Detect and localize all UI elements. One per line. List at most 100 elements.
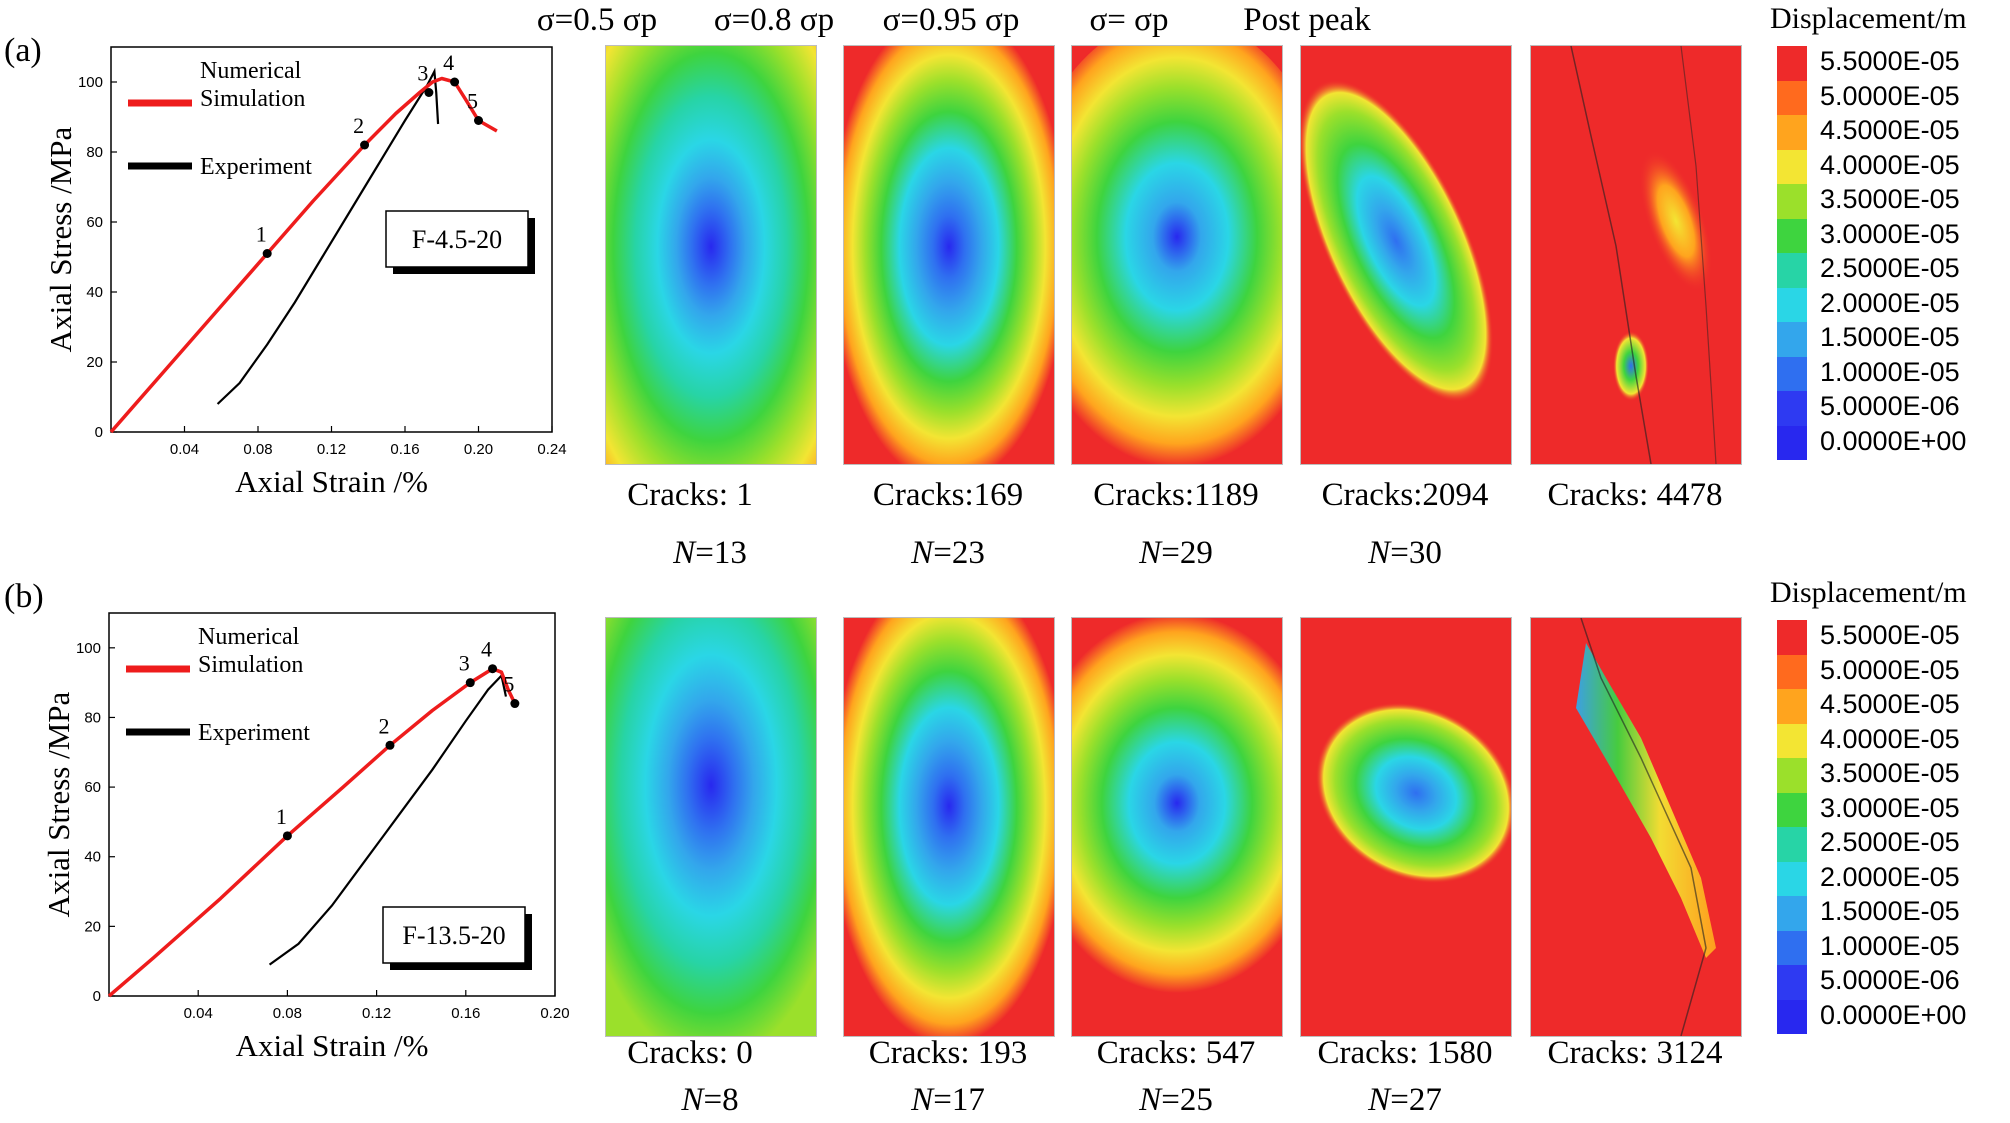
crack-count: Cracks: 3124 (1547, 1035, 1723, 1071)
x-axis-label: Axial Strain /% (235, 464, 428, 499)
stage-point (450, 77, 460, 87)
panel-tag: (a) (4, 32, 42, 69)
legend-swatch (1777, 861, 1807, 896)
legend-swatch (1777, 322, 1807, 357)
legend-swatch (1777, 149, 1807, 184)
experiment-series-line (268, 673, 508, 966)
specimen-box (385, 210, 529, 268)
legend-swatch (1777, 218, 1807, 253)
legend-swatch (1777, 184, 1807, 219)
y-tick-label: 0 (93, 988, 101, 1005)
crack-count: Cracks: 4478 (1547, 477, 1723, 513)
crack-count: Cracks: 0 (627, 1035, 753, 1071)
figure-row-a: (a) 0.04 0.08 0.12 0.16 0.20 0.24 0 20 40 60 80 100… (4, 2, 2010, 571)
legend-swatch (1777, 896, 1807, 931)
y-tick-label: 0 (95, 424, 103, 441)
y-tick-label: 20 (86, 354, 103, 371)
legend-label: 4.5000E-05 (1820, 115, 1960, 145)
displacement-snapshot (1530, 617, 1742, 1037)
stage-point (488, 664, 498, 674)
x-tick-label: 0.16 (451, 1005, 480, 1022)
crack-count: Cracks: 1580 (1317, 1035, 1493, 1071)
simulation-series-line (109, 76, 498, 434)
color-legend: Displacement/m 5.5000E-05 5.0000E-05 4.500… (1770, 2, 2010, 462)
stage-title: σ= σp (1089, 2, 1169, 38)
legend-swatch (1777, 620, 1807, 655)
specimen-label: F-13.5-20 (402, 921, 505, 950)
x-tick-label: 0.04 (170, 441, 199, 458)
figure-row-b: (b) 0.04 0.08 0.12 0.16 0.20 0 20 40 60 80 100 Axia… (0, 570, 2010, 1123)
panel-tag: (b) (4, 578, 44, 615)
x-tick-label: 0.04 (184, 1005, 213, 1022)
stage-point-label: 1 (256, 222, 267, 247)
y-tick-label: 80 (84, 709, 101, 726)
legend-label: 2.0000E-05 (1820, 287, 1960, 318)
x-tick-label: 0.20 (540, 1005, 569, 1022)
x-tick-label: 0.20 (464, 441, 493, 458)
displacement-snapshot (1530, 45, 1742, 465)
displacement-snapshot (605, 617, 817, 1037)
legend-swatch (1777, 965, 1807, 1000)
legend-label: 1.5000E-05 (1820, 322, 1960, 352)
displacement-snapshot (1071, 617, 1283, 1037)
legend-label: 5.5000E-05 (1820, 620, 1960, 650)
displacement-snapshot (1300, 45, 1512, 465)
legend-label: 1.5000E-05 (1820, 896, 1960, 926)
n-value: N=17 (911, 1082, 985, 1118)
legend-swatch (1777, 999, 1807, 1034)
legend-label: 0.0000E+00 (1820, 999, 1967, 1030)
specimen-label: F-4.5-20 (412, 225, 502, 254)
legend-label: 2.5000E-05 (1820, 827, 1960, 857)
color-legend: Displacement/m 5.5000E-05 5.0000E-05 4.500… (1770, 576, 2010, 1036)
stage-point (262, 249, 272, 258)
legend-label: 4.0000E-05 (1820, 149, 1960, 180)
crack-count: Cracks:1189 (1093, 477, 1259, 513)
legend-swatch (1777, 46, 1807, 81)
n-value: N=13 (673, 535, 747, 571)
x-tick-label: 0.08 (273, 1005, 302, 1022)
legend-label: 1.0000E-05 (1820, 930, 1960, 961)
legend-swatch (1777, 654, 1807, 689)
stress-strain-chart: 0.04 0.08 0.12 0.16 0.20 0 20 40 60 80 100 Axial St… (41, 612, 570, 1063)
legend-label: 4.0000E-05 (1820, 723, 1960, 754)
legend-title: Displacement/m (1770, 2, 1967, 35)
legend-label: 5.0000E-05 (1820, 654, 1960, 685)
displacement-snapshot (1071, 45, 1283, 465)
legend-swatch (1777, 287, 1807, 322)
legend-label: 2.5000E-05 (1820, 253, 1960, 283)
stage-point (360, 140, 370, 150)
stage-title: σ=0.95 σp (882, 2, 1020, 38)
x-axis-label: Axial Strain /% (236, 1028, 429, 1063)
stage-point-label: 5 (467, 89, 478, 114)
x-tick-label: 0.16 (390, 441, 419, 458)
stage-point (385, 740, 395, 750)
y-tick-label: 20 (84, 918, 101, 935)
legend-swatch (1777, 792, 1807, 827)
x-tick-label: 0.24 (537, 441, 566, 458)
y-axis-label: Axial Stress /MPa (43, 126, 78, 352)
legend-swatch (1777, 930, 1807, 965)
legend-label: 4.5000E-05 (1820, 689, 1960, 719)
n-value: N=8 (681, 1082, 739, 1118)
y-tick-label: 100 (78, 74, 103, 91)
legend-label: 3.0000E-05 (1820, 218, 1960, 249)
crack-count: Cracks: 193 (868, 1035, 1028, 1071)
legend-swatch (1777, 253, 1807, 288)
legend-label: 5.0000E-06 (1820, 965, 1960, 995)
y-axis-label: Axial Stress /MPa (41, 691, 76, 917)
stage-point-label: 2 (378, 713, 389, 738)
legend-label: 5.0000E-06 (1820, 391, 1960, 421)
legend-swatch (1777, 356, 1807, 391)
legend-label: 3.0000E-05 (1820, 792, 1960, 823)
stage-title: σ=0.5 σp (536, 2, 658, 38)
stage-point-label: 2 (353, 113, 364, 138)
legend-swatch (1777, 80, 1807, 115)
legend-label: 1.0000E-05 (1820, 356, 1960, 387)
specimen-box (382, 906, 526, 964)
displacement-snapshot (843, 45, 1055, 465)
crack-count: Cracks:2094 (1321, 477, 1489, 513)
legend-swatch (1777, 115, 1807, 150)
stage-point (424, 88, 434, 97)
legend-colorbar (1777, 46, 1807, 460)
legend-swatch (1777, 425, 1807, 460)
